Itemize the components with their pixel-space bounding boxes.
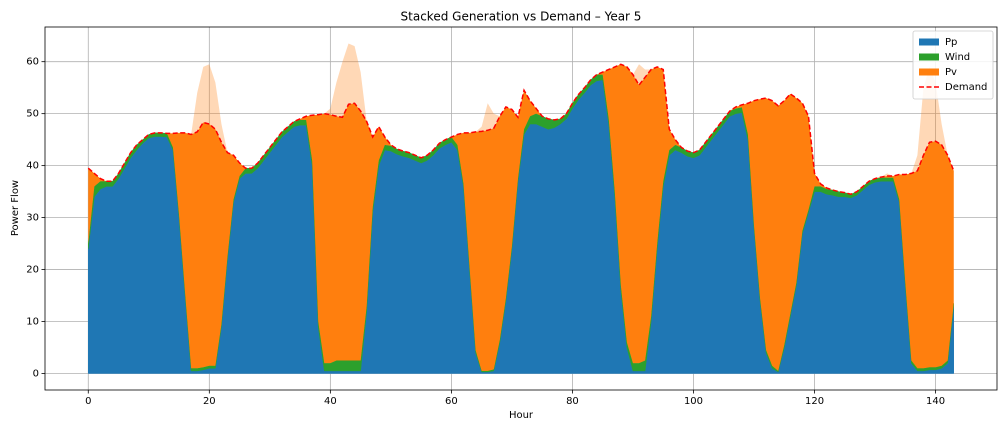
y-tick-label: 60	[26, 57, 39, 68]
legend-swatch	[919, 38, 939, 46]
chart-title: Stacked Generation vs Demand – Year 5	[401, 10, 642, 24]
x-tick-label: 60	[445, 396, 458, 407]
x-tick-label: 140	[926, 396, 945, 407]
plot-areas	[87, 43, 955, 374]
area	[88, 64, 954, 371]
legend-label: Pv	[945, 67, 957, 78]
legend-label: Pp	[945, 37, 957, 48]
legend: Pp Wind Pv Demand	[912, 30, 994, 100]
y-tick-label: 40	[26, 161, 39, 172]
legend-label: Wind	[945, 52, 970, 63]
x-tick-label: 20	[203, 396, 216, 407]
x-tick-label: 100	[684, 396, 703, 407]
x-tick-label: 40	[324, 396, 337, 407]
y-tick-label: 30	[26, 213, 39, 224]
legend-label: Demand	[945, 82, 987, 93]
y-tick-label: 0	[33, 369, 39, 380]
legend-swatch	[919, 53, 939, 61]
x-tick-label: 80	[566, 396, 579, 407]
y-axis-label: Power Flow	[10, 180, 21, 236]
y-tick-label: 50	[26, 109, 39, 120]
y-tick-label: 10	[26, 317, 39, 328]
ticks: 0 20 40 60 80 100 120 140 0 10 20 30 40 50 60	[26, 57, 945, 407]
x-axis-label: Hour	[509, 410, 534, 421]
plot-frame	[44, 26, 998, 391]
line	[87, 63, 955, 196]
legend-box	[912, 30, 994, 100]
y-tick-label: 20	[26, 265, 39, 276]
x-tick-label: 0	[85, 396, 91, 407]
x-tick-label: 120	[805, 396, 824, 407]
legend-swatch	[919, 68, 939, 76]
